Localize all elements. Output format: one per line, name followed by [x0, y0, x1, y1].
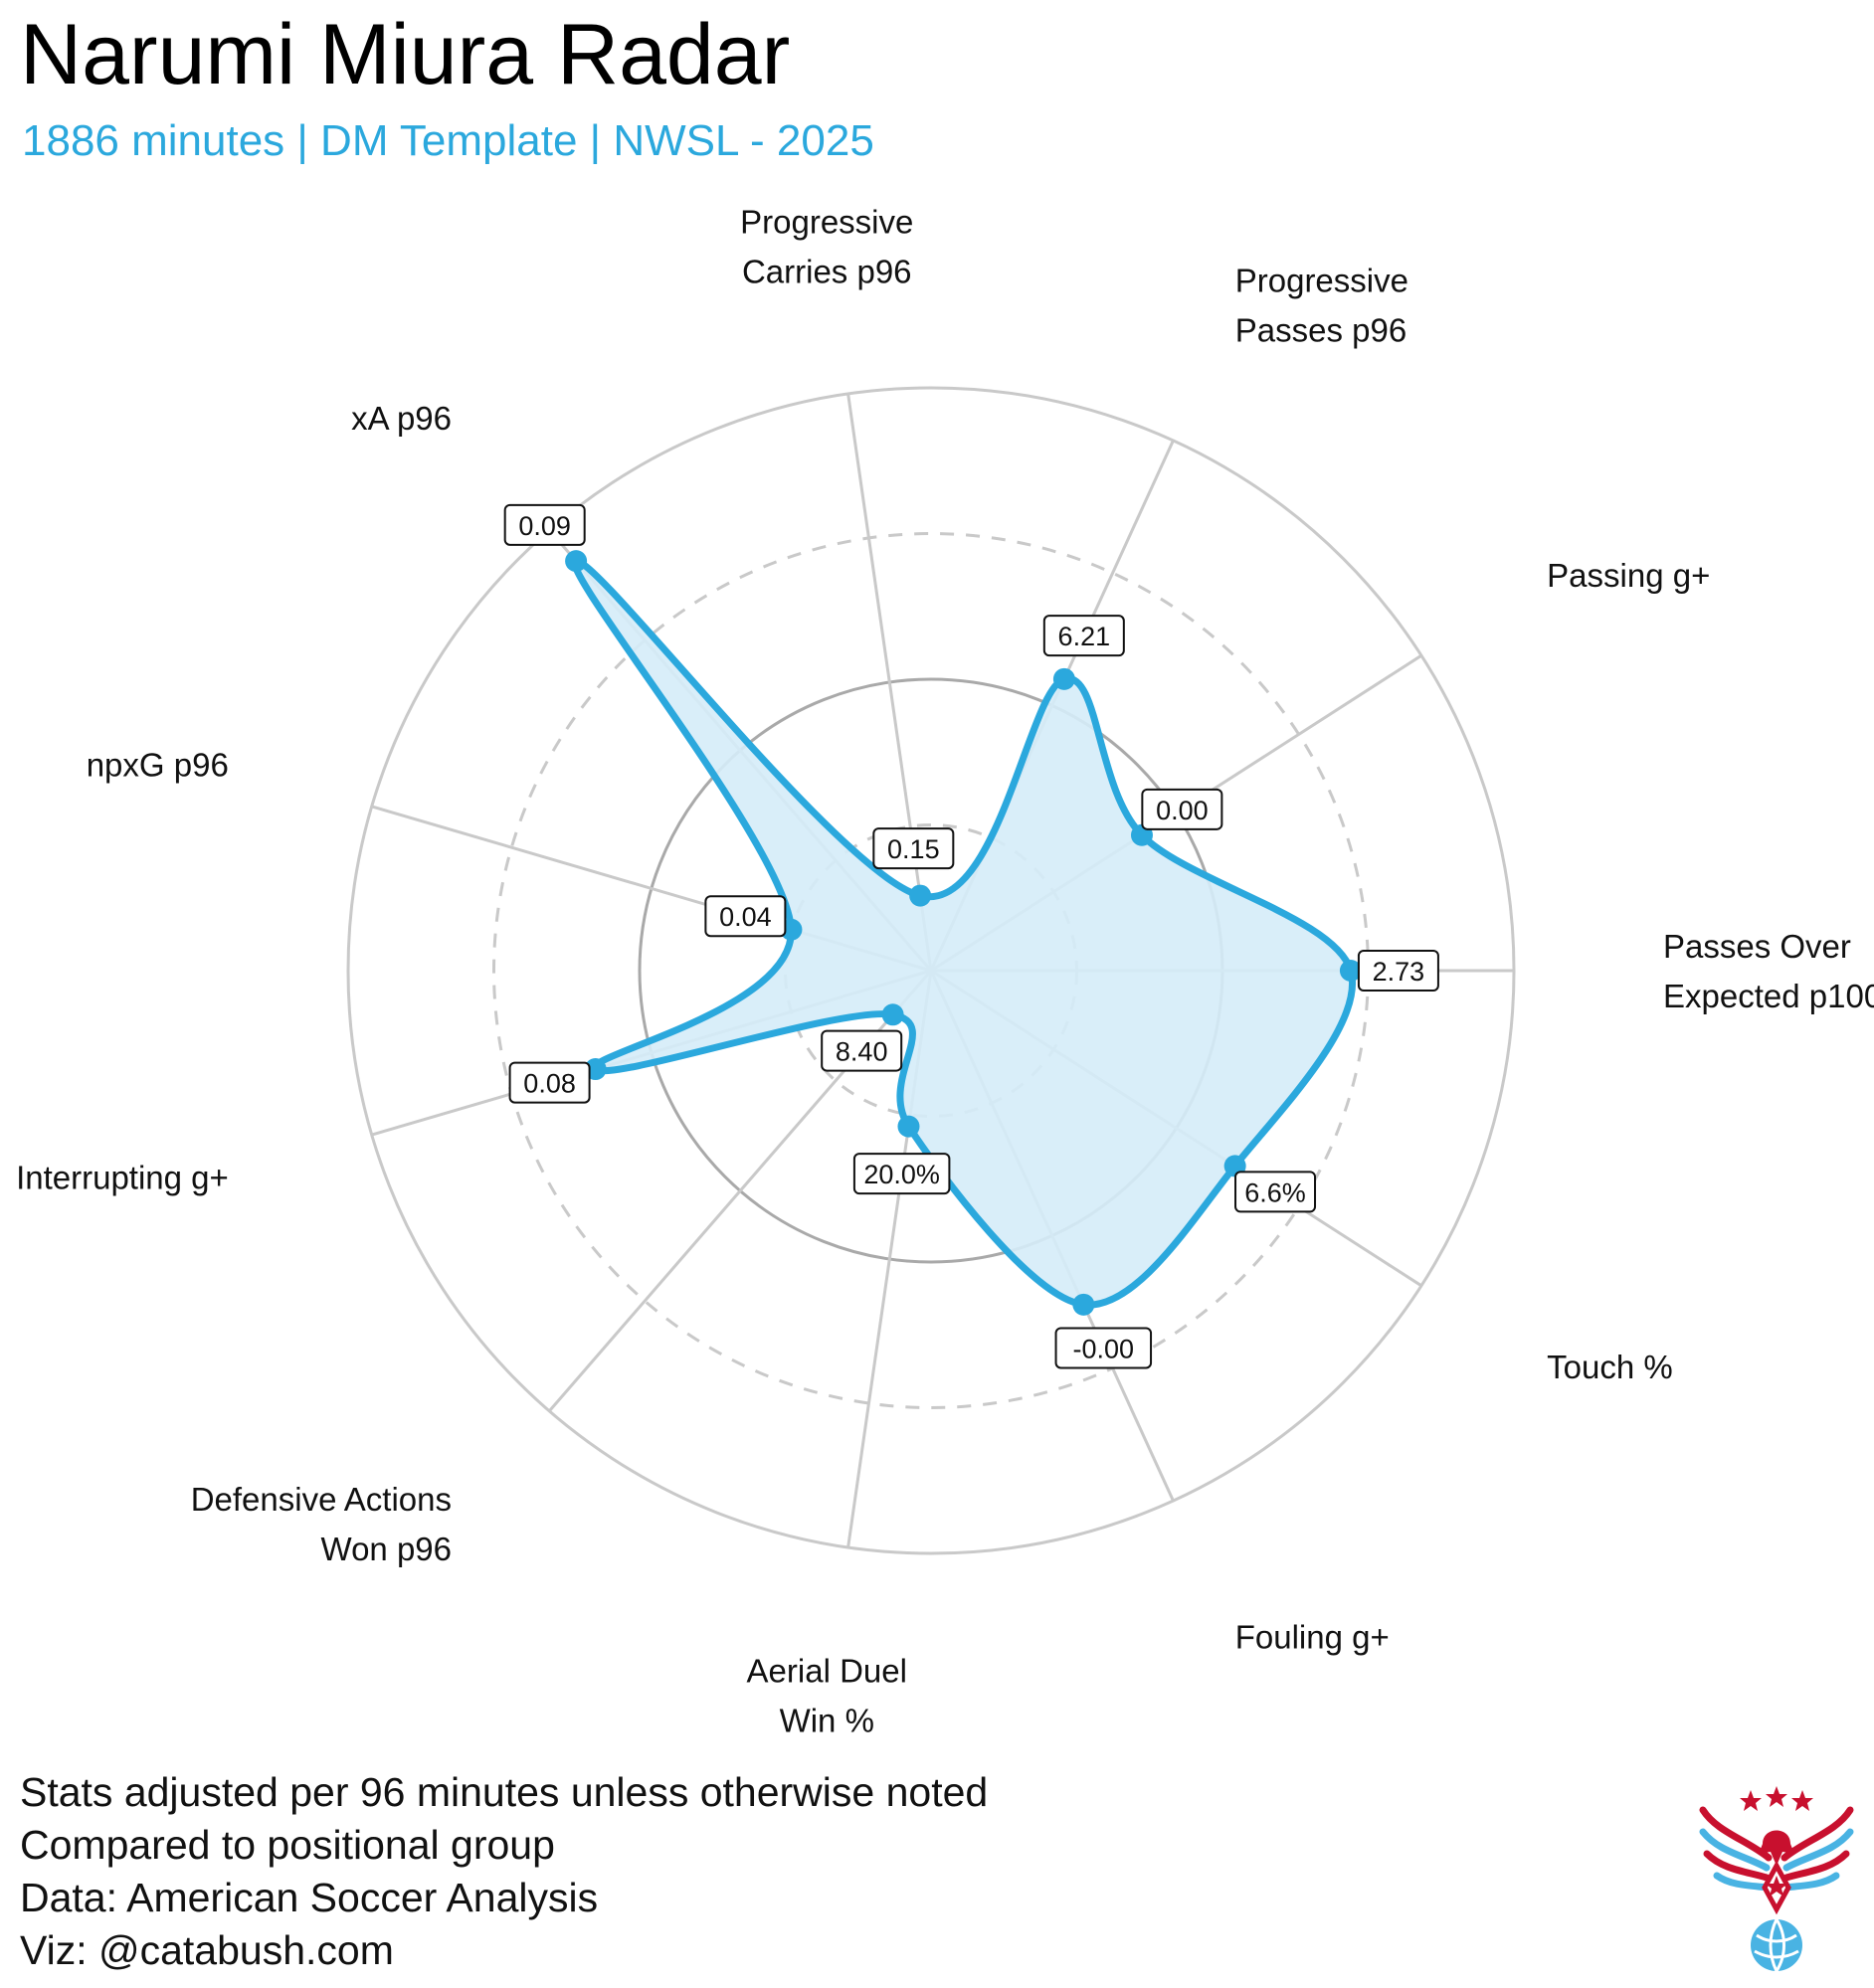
axis-labels: Passes Over Expected p100 Passing g+ Progre… — [16, 203, 1874, 1738]
footer-note-viz-credit: Viz: @catabush.com — [20, 1927, 394, 1973]
data-point — [881, 1003, 904, 1026]
axis-label: Progressive Carries p96 — [740, 203, 913, 289]
axis-label: xA p96 — [351, 400, 452, 437]
axis-label: Passes Over Expected p100 — [1663, 928, 1874, 1014]
axis-label-line: Passing g+ — [1547, 557, 1710, 594]
axis-label: Aerial Duel Win % — [747, 1653, 907, 1739]
value-label: -0.00 — [1054, 1327, 1153, 1369]
value-label-text: 0.09 — [518, 511, 571, 541]
value-label: 0.09 — [503, 503, 586, 546]
chart-title: Narumi Miura Radar — [20, 7, 791, 102]
value-label-text: 20.0% — [863, 1160, 940, 1189]
footer-note-data-source: Data: American Soccer Analysis — [20, 1875, 599, 1920]
value-label-text: 6.21 — [1058, 622, 1111, 651]
footer-notes: Stats adjusted per 96 minutes unless oth… — [20, 1766, 988, 1977]
axis-label-line: Carries p96 — [742, 253, 912, 289]
axis-label-line: Aerial Duel — [747, 1653, 907, 1690]
axis-label: Touch % — [1547, 1349, 1673, 1385]
value-label-text: 0.04 — [719, 902, 772, 932]
value-label: 6.6% — [1234, 1171, 1317, 1213]
data-point — [897, 1115, 920, 1138]
footer-note-compared: Compared to positional group — [20, 1822, 555, 1868]
axis-label: Progressive Passes p96 — [1235, 263, 1408, 349]
axis-label-line: Passes Over — [1663, 928, 1851, 965]
data-point — [1072, 1293, 1095, 1316]
axis-label-line: xA p96 — [351, 400, 452, 437]
value-label-text: 0.00 — [1156, 796, 1209, 825]
logo-stars-icon — [1740, 1786, 1813, 1811]
radar-shape-group: 2.73 0.00 6.21 0.15 0.09 0.04 0.08 8.40 20.0% -0.… — [503, 503, 1439, 1369]
value-label-text: 2.73 — [1373, 957, 1425, 987]
footer-note-adjusted: Stats adjusted per 96 minutes unless oth… — [20, 1769, 989, 1815]
axis-label: Passing g+ — [1547, 557, 1710, 594]
value-label: 0.04 — [704, 895, 787, 938]
axis-label-line: Win % — [780, 1703, 874, 1739]
value-label-text: 8.40 — [836, 1037, 888, 1067]
axis-label: Fouling g+ — [1235, 1618, 1390, 1655]
value-label-text: 6.6% — [1244, 1177, 1306, 1207]
eagle-soccer-ball-logo — [1699, 1786, 1854, 1972]
data-point — [1339, 960, 1362, 982]
value-label-text: 0.08 — [523, 1069, 576, 1099]
axis-label: npxG p96 — [87, 747, 229, 784]
value-label: 0.15 — [872, 827, 955, 870]
axis-label-line: Passes p96 — [1235, 312, 1406, 349]
axis-label-line: Progressive — [1235, 263, 1408, 299]
value-label: 0.08 — [508, 1061, 591, 1104]
axis-label-line: Won p96 — [321, 1531, 452, 1567]
value-label: 6.21 — [1042, 615, 1125, 657]
axis-label: Interrupting g+ — [16, 1159, 229, 1195]
data-point — [909, 884, 932, 907]
value-label-text: -0.00 — [1073, 1334, 1135, 1363]
value-label: 8.40 — [821, 1029, 903, 1072]
logo-eagle-head-icon — [1759, 1830, 1794, 1915]
axis-label-line: Progressive — [740, 203, 913, 240]
axis-label-line: Expected p100 — [1663, 978, 1874, 1014]
data-point — [1052, 667, 1075, 690]
axis-label-line: npxG p96 — [87, 747, 229, 784]
value-label: 20.0% — [852, 1153, 951, 1195]
radar-chart: 2.73 0.00 6.21 0.15 0.09 0.04 0.08 8.40 20.0% -0.… — [16, 203, 1874, 1738]
axis-label: Defensive Actions Won p96 — [191, 1481, 452, 1567]
value-label: 0.00 — [1141, 788, 1223, 830]
axis-label-line: Touch % — [1547, 1349, 1673, 1385]
value-label-text: 0.15 — [887, 834, 940, 864]
axis-spoke — [846, 393, 933, 972]
chart-subtitle: 1886 minutes | DM Template | NWSL - 2025 — [22, 116, 874, 165]
value-label: 2.73 — [1357, 950, 1439, 992]
logo-soccer-ball-icon — [1751, 1918, 1802, 1972]
axis-label-line: Defensive Actions — [191, 1481, 452, 1518]
axis-label-line: Interrupting g+ — [16, 1159, 229, 1195]
data-point — [565, 550, 588, 573]
axis-label-line: Fouling g+ — [1235, 1618, 1390, 1655]
